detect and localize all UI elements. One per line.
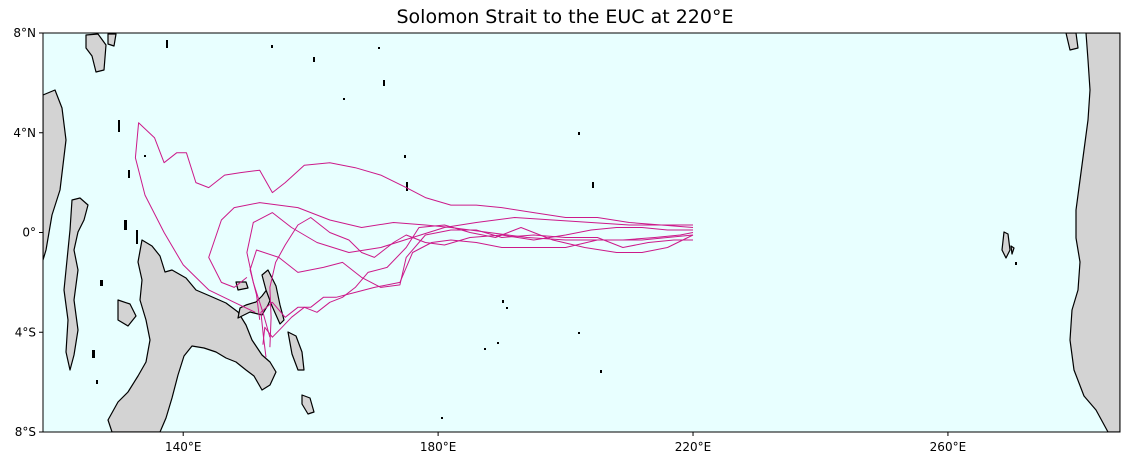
land-west-borneo (43, 89, 67, 261)
trajectory-line-2 (246, 212, 694, 338)
islet (378, 47, 380, 49)
x-tick-label: 180°E (420, 440, 457, 454)
islet (144, 155, 146, 157)
y-tick-label: 4°S (15, 325, 36, 339)
islet (343, 98, 345, 100)
land-manus (235, 281, 249, 291)
islet (128, 170, 130, 178)
land-central-america (1065, 33, 1079, 51)
islet (96, 380, 98, 384)
islet (592, 182, 594, 188)
land-south-america (1069, 33, 1120, 432)
islet (506, 307, 508, 309)
trajectory-line-5 (262, 224, 694, 345)
y-tick-label: 8°N (13, 26, 36, 40)
islet (166, 40, 168, 48)
islet (313, 57, 315, 62)
islet (1015, 262, 1017, 265)
islet (484, 348, 486, 350)
y-tick-label: 8°S (15, 425, 36, 439)
trajectory-line-4 (260, 232, 694, 358)
trajectory-line-7 (134, 122, 693, 313)
trajectory-line-3 (249, 229, 693, 320)
islet (100, 280, 103, 286)
islet (136, 230, 138, 244)
x-tick-label: 260°E (930, 440, 967, 454)
islet (600, 370, 602, 373)
x-tick-label: 140°E (165, 440, 202, 454)
islet (124, 220, 127, 230)
land-islet-a (107, 33, 117, 47)
land-galapagos (1001, 231, 1011, 259)
land-layer (43, 33, 1120, 432)
land-galapagos-2 (1010, 245, 1015, 255)
islet (92, 350, 95, 358)
islets-layer (92, 40, 1017, 419)
y-tick-label: 0° (22, 226, 36, 240)
ocean-background (43, 33, 1120, 432)
islet (502, 300, 504, 303)
islet (406, 182, 408, 191)
islet (404, 155, 406, 158)
land-solomon-islands (301, 394, 315, 415)
islet (497, 342, 499, 344)
islet (441, 417, 443, 419)
axes: 140°E 180°E 220°E 260°E 8°N 4°N 0° 4°S 8°S (13, 26, 966, 454)
land-bougainville (287, 331, 305, 371)
land-bird-head-islands (117, 299, 137, 327)
land-new-ireland (261, 269, 285, 325)
trajectory-line-6 (269, 217, 693, 348)
y-tick-label: 4°N (13, 126, 36, 140)
map-title: Solomon Strait to the EUC at 220°E (396, 6, 734, 28)
land-sulawesi (63, 197, 89, 371)
trajectories-layer (134, 122, 694, 358)
land-new-guinea (107, 239, 277, 432)
islet (118, 120, 120, 132)
islet (383, 80, 385, 86)
x-tick-label: 220°E (675, 440, 712, 454)
islet (578, 132, 580, 135)
islet (271, 45, 273, 48)
islet (578, 332, 580, 334)
land-halmahera (85, 33, 107, 73)
